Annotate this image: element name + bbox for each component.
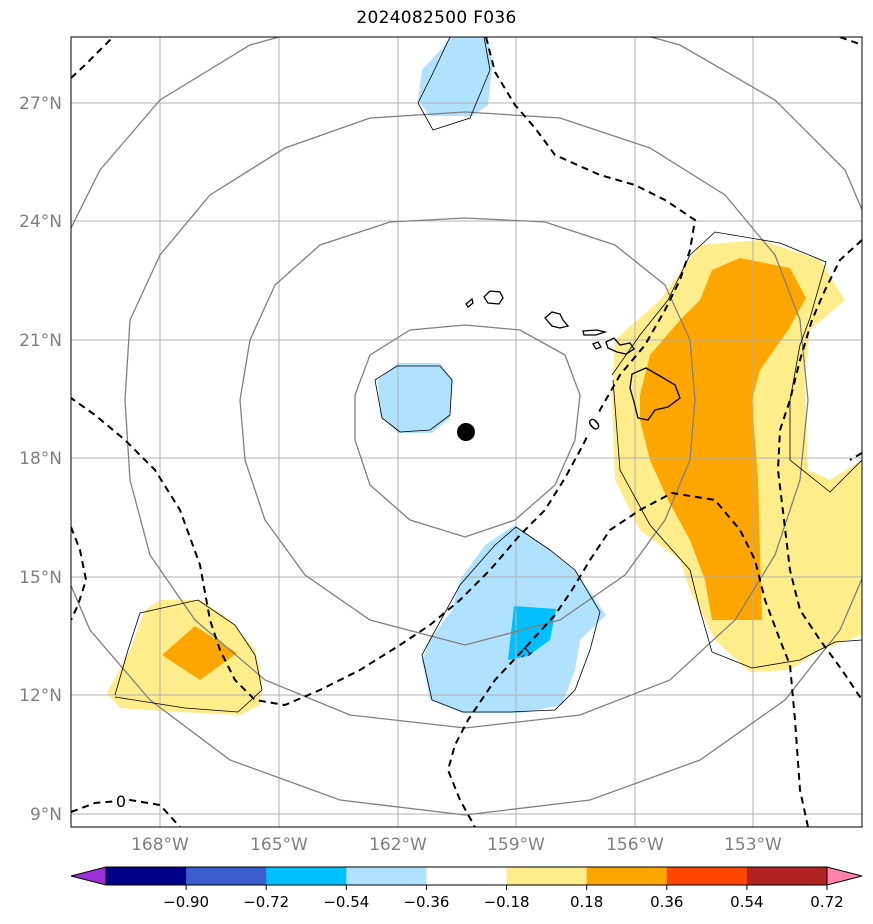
colorbar-ticks: −0.90 −0.72 −0.54 −0.36 −0.18 0.18 0.36 0.54 0.7… bbox=[163, 885, 844, 911]
contour-label-group: 0 0 -1 bbox=[113, 414, 604, 811]
anomaly-blue-south bbox=[508, 606, 556, 660]
colorbar-tick-label: 0.18 bbox=[570, 893, 603, 911]
lon-label: 159°W bbox=[487, 835, 545, 855]
longitude-axis: 168°W 165°W 162°W 159°W 156°W 153°W bbox=[131, 835, 782, 855]
island-molokai bbox=[582, 329, 608, 336]
colorbar-segment bbox=[586, 867, 668, 885]
map-area: 0 0 -1 bbox=[71, 37, 862, 827]
dashed-contours bbox=[71, 37, 862, 827]
lon-label: 165°W bbox=[250, 835, 308, 855]
negative-anomaly-fields bbox=[378, 37, 606, 713]
island-niihau bbox=[465, 297, 474, 308]
colorbar-frame bbox=[105, 866, 828, 886]
colorbar-segment bbox=[346, 867, 427, 885]
colorbar-segment bbox=[186, 867, 267, 885]
contour-label-zero-2: 0 bbox=[116, 792, 126, 811]
range-ring-3 bbox=[124, 111, 809, 729]
anomaly-orange-east bbox=[640, 258, 806, 620]
colorbar-tick-label: 0.72 bbox=[810, 893, 843, 911]
graticule bbox=[71, 37, 862, 827]
lat-label: 21°N bbox=[19, 331, 62, 351]
lon-label: 153°W bbox=[724, 835, 782, 855]
anomaly-outlines bbox=[114, 37, 862, 713]
map-title: 2024082500 F036 bbox=[356, 8, 517, 28]
anomaly-orange-west bbox=[162, 626, 237, 680]
island-kauai bbox=[483, 290, 504, 305]
lat-label: 9°N bbox=[30, 805, 62, 825]
colorbar-segment bbox=[746, 867, 828, 885]
colorbar-tick-label: −0.72 bbox=[243, 893, 289, 911]
colorbar-segment bbox=[506, 867, 588, 885]
range-ring-1 bbox=[354, 324, 581, 538]
colorbar-tick-label: −0.18 bbox=[484, 893, 530, 911]
lat-label: 18°N bbox=[19, 449, 62, 469]
colorbar-segment bbox=[266, 867, 347, 885]
colorbar-segment bbox=[666, 867, 748, 885]
colorbar-extend-low bbox=[70, 866, 107, 886]
lon-label: 162°W bbox=[369, 835, 427, 855]
map-frame bbox=[70, 36, 863, 828]
colorbar-tick-label: 0.54 bbox=[730, 893, 763, 911]
lat-label: 12°N bbox=[19, 686, 62, 706]
island-oahu bbox=[544, 311, 570, 329]
lat-label: 15°N bbox=[19, 568, 62, 588]
lon-label: 156°W bbox=[606, 835, 664, 855]
island-hawaii bbox=[629, 367, 681, 421]
colorbar-extend-high bbox=[826, 866, 863, 886]
anomaly-light-blue-north bbox=[418, 37, 492, 116]
island-maui bbox=[605, 337, 635, 355]
range-ring-4 bbox=[71, 37, 862, 816]
coastlines bbox=[465, 290, 681, 421]
range-ring-2 bbox=[239, 217, 696, 646]
lat-label: 27°N bbox=[19, 94, 62, 114]
lon-label: 168°W bbox=[131, 835, 189, 855]
lat-label: 24°N bbox=[19, 212, 62, 232]
anomaly-light-blue-center bbox=[378, 363, 453, 433]
colorbar-tick-label: −0.54 bbox=[323, 893, 369, 911]
island-lanai bbox=[592, 341, 602, 350]
colorbar-segment bbox=[106, 867, 187, 885]
storm-center-marker bbox=[457, 423, 475, 441]
colorbar-tick-label: −0.90 bbox=[163, 893, 209, 911]
colorbar-tick-label: 0.36 bbox=[650, 893, 683, 911]
latitude-axis: 27°N 24°N 21°N 18°N 15°N 12°N 9°N bbox=[19, 94, 62, 825]
colorbar: −0.90 −0.72 −0.54 −0.36 −0.18 0.18 0.36 0.54 0.7… bbox=[70, 866, 863, 911]
colorbar-tick-label: −0.36 bbox=[403, 893, 449, 911]
colorbar-segments bbox=[70, 866, 863, 886]
range-rings bbox=[71, 37, 862, 816]
colorbar-segment bbox=[426, 867, 508, 885]
